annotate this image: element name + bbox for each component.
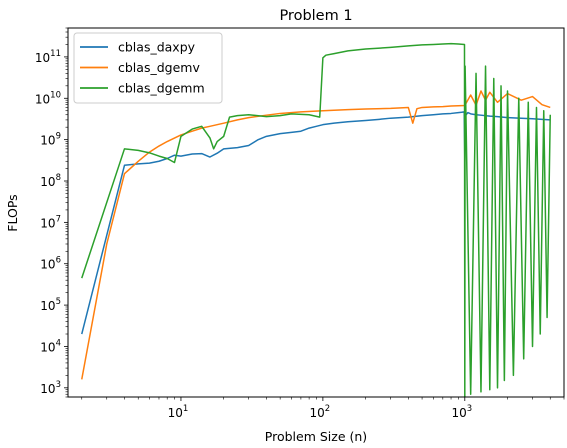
y-tick-label: 108 bbox=[40, 173, 61, 189]
y-tick-label: 103 bbox=[40, 380, 61, 396]
series-line-cblas_dgemm bbox=[81, 42, 551, 397]
y-tick-label: 105 bbox=[40, 297, 61, 313]
y-axis-label: FLOPs bbox=[5, 194, 20, 231]
y-tick-label: 109 bbox=[40, 132, 61, 148]
legend-label-cblas_daxpy: cblas_daxpy bbox=[118, 40, 196, 55]
y-tick-label: 106 bbox=[40, 256, 61, 272]
legend-label-cblas_dgemm: cblas_dgemm bbox=[118, 81, 205, 96]
x-tick-label: 103 bbox=[451, 404, 472, 420]
x-tick-label: 101 bbox=[168, 404, 189, 420]
x-tick-label: 102 bbox=[310, 404, 331, 420]
plot-frame bbox=[67, 27, 565, 398]
y-tick-label: 1011 bbox=[35, 49, 61, 65]
y-tick-label: 107 bbox=[40, 214, 61, 230]
chart-title: Problem 1 bbox=[279, 8, 352, 24]
legend-label-cblas_dgemv: cblas_dgemv bbox=[118, 60, 200, 75]
x-axis-ticks: 101 102 103 bbox=[81, 397, 565, 420]
legend: cblas_daxpy cblas_dgemv cblas_dgemm bbox=[73, 32, 223, 104]
y-axis-ticks: 103 104 105 106 107 108 109 1010 1011 bbox=[35, 27, 68, 398]
y-tick-label: 1010 bbox=[35, 90, 61, 106]
legend-box bbox=[73, 32, 223, 104]
x-axis-label: Problem Size (n) bbox=[265, 429, 367, 444]
series-layer bbox=[81, 42, 551, 397]
series-line-cblas_dgemv bbox=[81, 90, 551, 380]
y-tick-label: 104 bbox=[40, 338, 61, 354]
